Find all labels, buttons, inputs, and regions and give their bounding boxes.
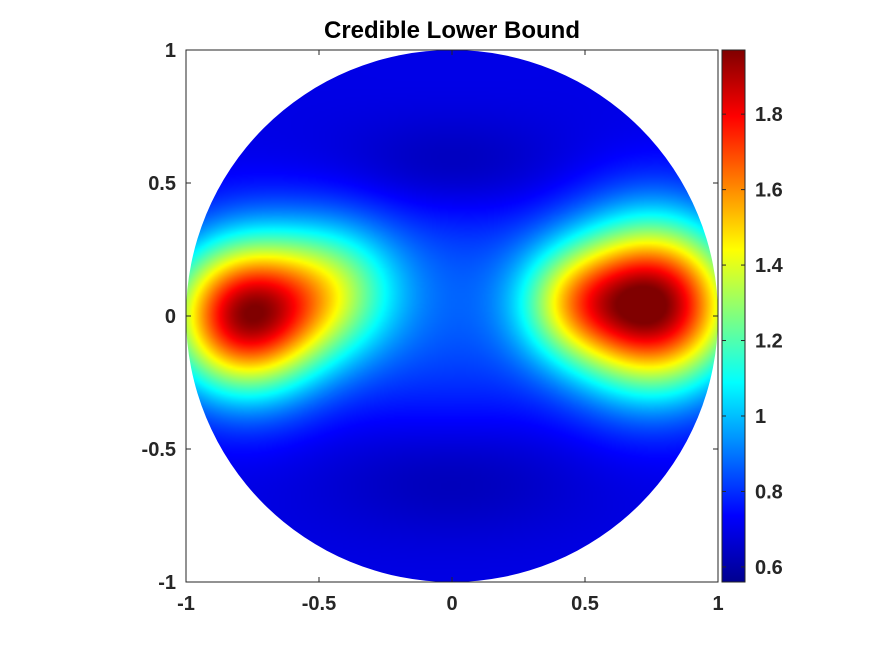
colorbar: 0.6 0.8 1 1.2 1.4 1.6 1.8 [721, 49, 784, 583]
x-tick-label: -1 [177, 593, 195, 615]
colorbar-tick-label: 1.4 [755, 255, 784, 277]
y-tick-label: 0 [165, 306, 176, 328]
colorbar-tick-label: 1.6 [755, 180, 783, 202]
x-tick-label: 0 [446, 593, 457, 615]
y-axis: -1 -0.5 0 0.5 1 [142, 40, 718, 594]
y-tick-label: -1 [158, 572, 176, 594]
plot-area: -1 -0.5 0 0.5 1 -1 -0.5 0 0.5 1 [142, 40, 724, 615]
colorbar-gradient [721, 49, 746, 583]
x-tick-label: 1 [712, 593, 723, 615]
x-tick-label: 0.5 [571, 593, 599, 615]
chart-title: Credible Lower Bound [324, 17, 580, 44]
y-tick-label: 1 [165, 40, 176, 62]
y-tick-label: -0.5 [142, 439, 176, 461]
colorbar-tick-label: 1 [755, 406, 766, 428]
colorbar-ticks: 0.6 0.8 1 1.2 1.4 1.6 1.8 [722, 104, 784, 579]
colorbar-tick-label: 0.8 [755, 481, 783, 503]
colorbar-tick-label: 1.8 [755, 104, 783, 126]
x-axis: -1 -0.5 0 0.5 1 [177, 50, 724, 615]
y-tick-label: 0.5 [148, 173, 176, 195]
colorbar-tick-label: 1.2 [755, 331, 783, 353]
heatmap-image [186, 50, 718, 582]
x-tick-label: -0.5 [302, 593, 336, 615]
colorbar-tick-label: 0.6 [755, 557, 783, 579]
